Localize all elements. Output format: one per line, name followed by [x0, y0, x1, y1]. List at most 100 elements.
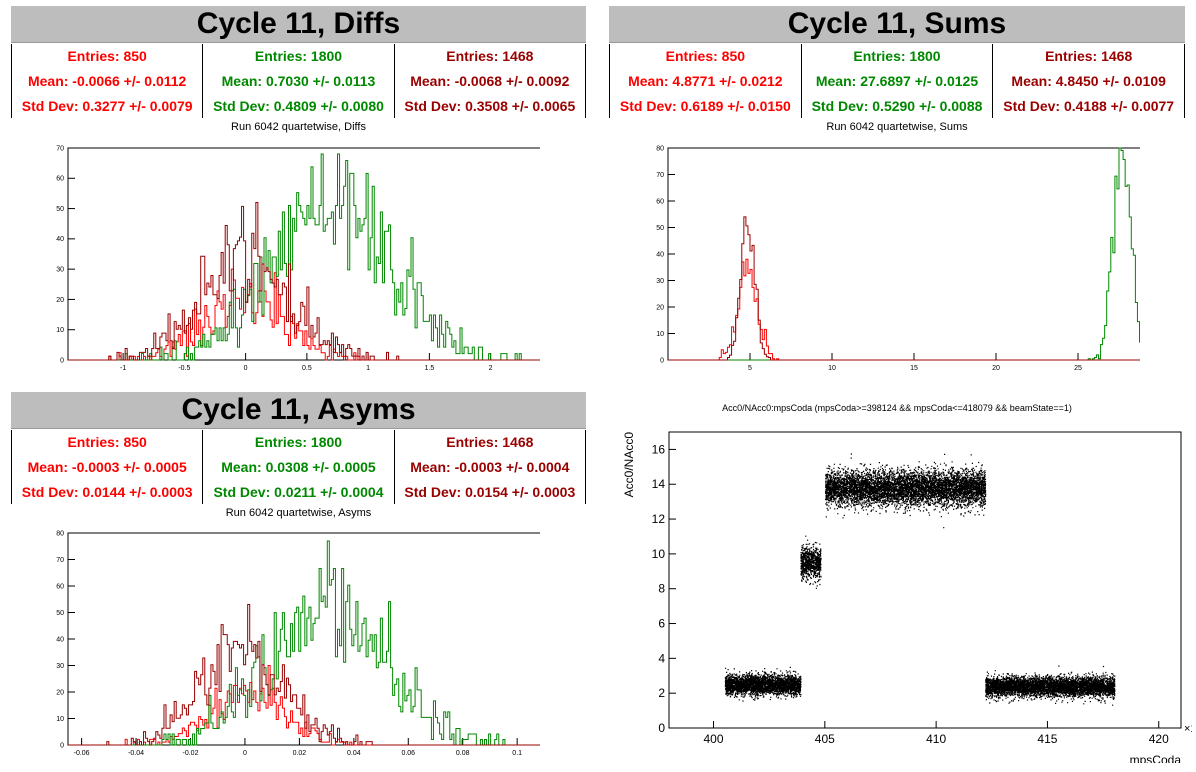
y-tick-label: 20	[56, 689, 64, 696]
y-tick-label: 70	[656, 172, 664, 179]
stats-green: Entries: 1800 Mean: 27.6897 +/- 0.0125 S…	[800, 44, 993, 118]
stats-darkred: Entries: 1468 Mean: 4.8450 +/- 0.0109 St…	[992, 44, 1186, 118]
y-tick-label: 0	[60, 357, 64, 364]
y-tick-label: 70	[56, 557, 64, 564]
x-tick-label: 0.02	[293, 750, 307, 757]
mean-text: Mean: 0.0308 +/- 0.0005	[221, 458, 376, 475]
std-text: Std Dev: 0.0154 +/- 0.0003	[404, 483, 576, 500]
entries-text: Entries: 1800	[254, 434, 343, 451]
x-axis-exponent: ×10³	[1184, 723, 1192, 735]
diffs-subtitle: Run 6042 quartetwise, Diffs	[231, 121, 366, 133]
histogram-series-1	[68, 153, 540, 361]
x-tick-label: 1	[366, 365, 370, 370]
y-tick-label: 14	[652, 477, 666, 491]
x-tick-label: -1	[120, 365, 126, 370]
mean-text: Mean: 0.7030 +/- 0.0113	[221, 72, 376, 89]
mean-text: Mean: -0.0003 +/- 0.0005	[27, 458, 187, 475]
x-axis-label: mpsCoda	[1130, 753, 1182, 763]
y-axis-label: Acc0/NAcc0	[622, 432, 636, 498]
mean-text: Mean: 27.6897 +/- 0.0125	[815, 72, 979, 89]
x-tick-label: 5	[748, 365, 752, 370]
histogram-series-1	[668, 147, 1140, 361]
asyms-stats-box: Entries: 850 Mean: -0.0003 +/- 0.0005 St…	[11, 430, 586, 504]
histogram-series-2	[668, 216, 1140, 361]
y-tick-label: 30	[56, 266, 64, 273]
y-tick-label: 20	[56, 297, 64, 304]
y-tick-label: 60	[56, 583, 64, 590]
histogram-series-2	[68, 202, 540, 361]
y-tick-label: 2	[658, 686, 665, 700]
histogram-series-2	[68, 604, 540, 746]
x-tick-label: 0.06	[401, 750, 415, 757]
y-tick-label: 80	[56, 530, 64, 537]
y-tick-label: 60	[656, 198, 664, 205]
x-tick-label: 15	[910, 365, 918, 370]
stats-red: Entries: 850 Mean: -0.0003 +/- 0.0005 St…	[11, 430, 202, 504]
diffs-stats-box: Entries: 850 Mean: -0.0066 +/- 0.0112 St…	[11, 44, 586, 118]
std-text: Std Dev: 0.0144 +/- 0.0003	[21, 483, 193, 500]
diffs-title: Cycle 11, Diffs	[11, 6, 586, 43]
plot-frame	[667, 147, 1140, 361]
x-tick-label: 405	[815, 732, 835, 746]
x-tick-label: 415	[1037, 732, 1057, 746]
asyms-histogram: -0.06 -0.04 -0.02 0 0.02 0.04 0.06 0.08 0.1 0 10 20…	[56, 530, 540, 757]
y-tick-label: 12	[652, 512, 666, 526]
std-text: Std Dev: 0.4188 +/- 0.0077	[1003, 97, 1175, 114]
y-tick-label: 0	[60, 742, 64, 749]
std-text: Std Dev: 0.0211 +/- 0.0004	[213, 483, 384, 500]
x-tick-label: -0.06	[74, 750, 90, 757]
y-tick-label: 80	[656, 145, 664, 152]
y-tick-label: 10	[656, 331, 664, 338]
x-tick-label: 20	[992, 365, 1000, 370]
std-text: Std Dev: 0.5290 +/- 0.0088	[811, 97, 983, 114]
x-tick-label: 0	[244, 365, 248, 370]
std-text: Std Dev: 0.3508 +/- 0.0065	[404, 97, 576, 114]
x-tick-label: 25	[1074, 365, 1082, 370]
sums-histogram: 5101520253001020304050607080	[656, 145, 1140, 370]
mean-text: Mean: 4.8450 +/- 0.0109	[1011, 72, 1166, 89]
y-tick-label: 4	[658, 651, 665, 665]
y-tick-label: 0	[660, 357, 664, 364]
x-tick-label: -0.04	[128, 750, 144, 757]
std-text: Std Dev: 0.4809 +/- 0.0080	[213, 97, 384, 114]
x-tick-label: 0.1	[512, 750, 522, 757]
histogram-series-0	[68, 268, 540, 361]
scatter-title: Acc0/NAcc0:mpsCoda (mpsCoda>=398124 && m…	[722, 403, 1072, 413]
asyms-title: Cycle 11, Asyms	[11, 392, 586, 429]
stats-darkred: Entries: 1468 Mean: -0.0003 +/- 0.0004 S…	[393, 430, 586, 504]
x-tick-label: 410	[926, 732, 946, 746]
std-text: Std Dev: 0.6189 +/- 0.0150	[619, 97, 791, 114]
asyms-subtitle: Run 6042 quartetwise, Asyms	[225, 507, 372, 519]
acc0-scatter-plot: 400 405 410 415 420 0 2 4 6 8 10 12 14 16 mpsCoda Acc0/…	[622, 431, 1192, 763]
y-tick-label: 40	[56, 236, 64, 243]
x-tick-label: 400	[704, 732, 724, 746]
y-tick-label: 10	[652, 547, 666, 561]
mean-text: Mean: 4.8771 +/- 0.0212	[628, 72, 783, 89]
x-tick-label: 420	[1149, 732, 1169, 746]
stats-green: Entries: 1800 Mean: 0.0308 +/- 0.0005 St…	[202, 430, 393, 504]
x-tick-label: 1.5	[425, 365, 435, 370]
y-tick-label: 50	[56, 206, 64, 213]
entries-text: Entries: 1800	[853, 48, 941, 65]
entries-text: Entries: 850	[67, 434, 147, 451]
x-tick-label: -0.02	[183, 750, 199, 757]
entries-text: Entries: 1468	[446, 434, 534, 451]
y-tick-label: 50	[656, 225, 664, 232]
stats-darkred: Entries: 1468 Mean: -0.0068 +/- 0.0092 S…	[393, 44, 586, 118]
std-text: Std Dev: 0.3277 +/- 0.0079	[21, 97, 193, 114]
plot-frame	[67, 532, 540, 746]
histogram-series-0	[668, 258, 1140, 361]
x-tick-label: 0.5	[302, 365, 312, 370]
entries-text: Entries: 1468	[446, 48, 534, 65]
mean-text: Mean: -0.0068 +/- 0.0092	[410, 72, 570, 89]
entries-text: Entries: 850	[67, 48, 147, 65]
y-tick-label: 30	[56, 663, 64, 670]
x-tick-label: 0.04	[347, 750, 361, 757]
y-tick-label: 6	[658, 617, 665, 631]
x-tick-label: 0	[243, 750, 247, 757]
y-tick-label: 10	[56, 716, 64, 723]
mean-text: Mean: -0.0066 +/- 0.0112	[27, 72, 187, 89]
y-tick-label: 50	[56, 610, 64, 617]
y-tick-label: 16	[652, 442, 666, 456]
